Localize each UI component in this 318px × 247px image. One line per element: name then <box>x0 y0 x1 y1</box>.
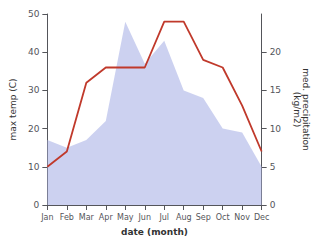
svg-text:5: 5 <box>270 162 276 172</box>
svg-text:Aug: Aug <box>176 213 192 222</box>
svg-text:max temp (C): max temp (C) <box>8 78 18 140</box>
svg-text:15: 15 <box>270 85 281 95</box>
svg-text:40: 40 <box>28 47 40 57</box>
svg-text:Nov: Nov <box>234 213 250 222</box>
svg-text:Feb: Feb <box>60 213 74 222</box>
svg-text:date (month): date (month) <box>121 227 188 237</box>
svg-text:May: May <box>117 213 134 222</box>
svg-text:Jan: Jan <box>40 213 53 222</box>
svg-text:Mar: Mar <box>79 213 95 222</box>
svg-text:0: 0 <box>34 200 40 210</box>
svg-text:50: 50 <box>28 9 40 19</box>
svg-text:Sep: Sep <box>196 213 211 222</box>
svg-text:30: 30 <box>28 85 40 95</box>
svg-text:med. precipitation: med. precipitation <box>300 68 311 151</box>
svg-text:Oct: Oct <box>216 213 230 222</box>
svg-text:0: 0 <box>270 200 276 210</box>
svg-text:20: 20 <box>270 47 282 57</box>
svg-text:Jul: Jul <box>158 213 169 222</box>
svg-text:(kg/m2): (kg/m2) <box>292 92 302 127</box>
svg-text:10: 10 <box>270 124 282 134</box>
svg-text:Jun: Jun <box>138 213 152 222</box>
svg-text:20: 20 <box>28 124 40 134</box>
svg-text:10: 10 <box>28 162 40 172</box>
svg-text:Apr: Apr <box>99 213 114 222</box>
svg-text:Dec: Dec <box>254 213 269 222</box>
